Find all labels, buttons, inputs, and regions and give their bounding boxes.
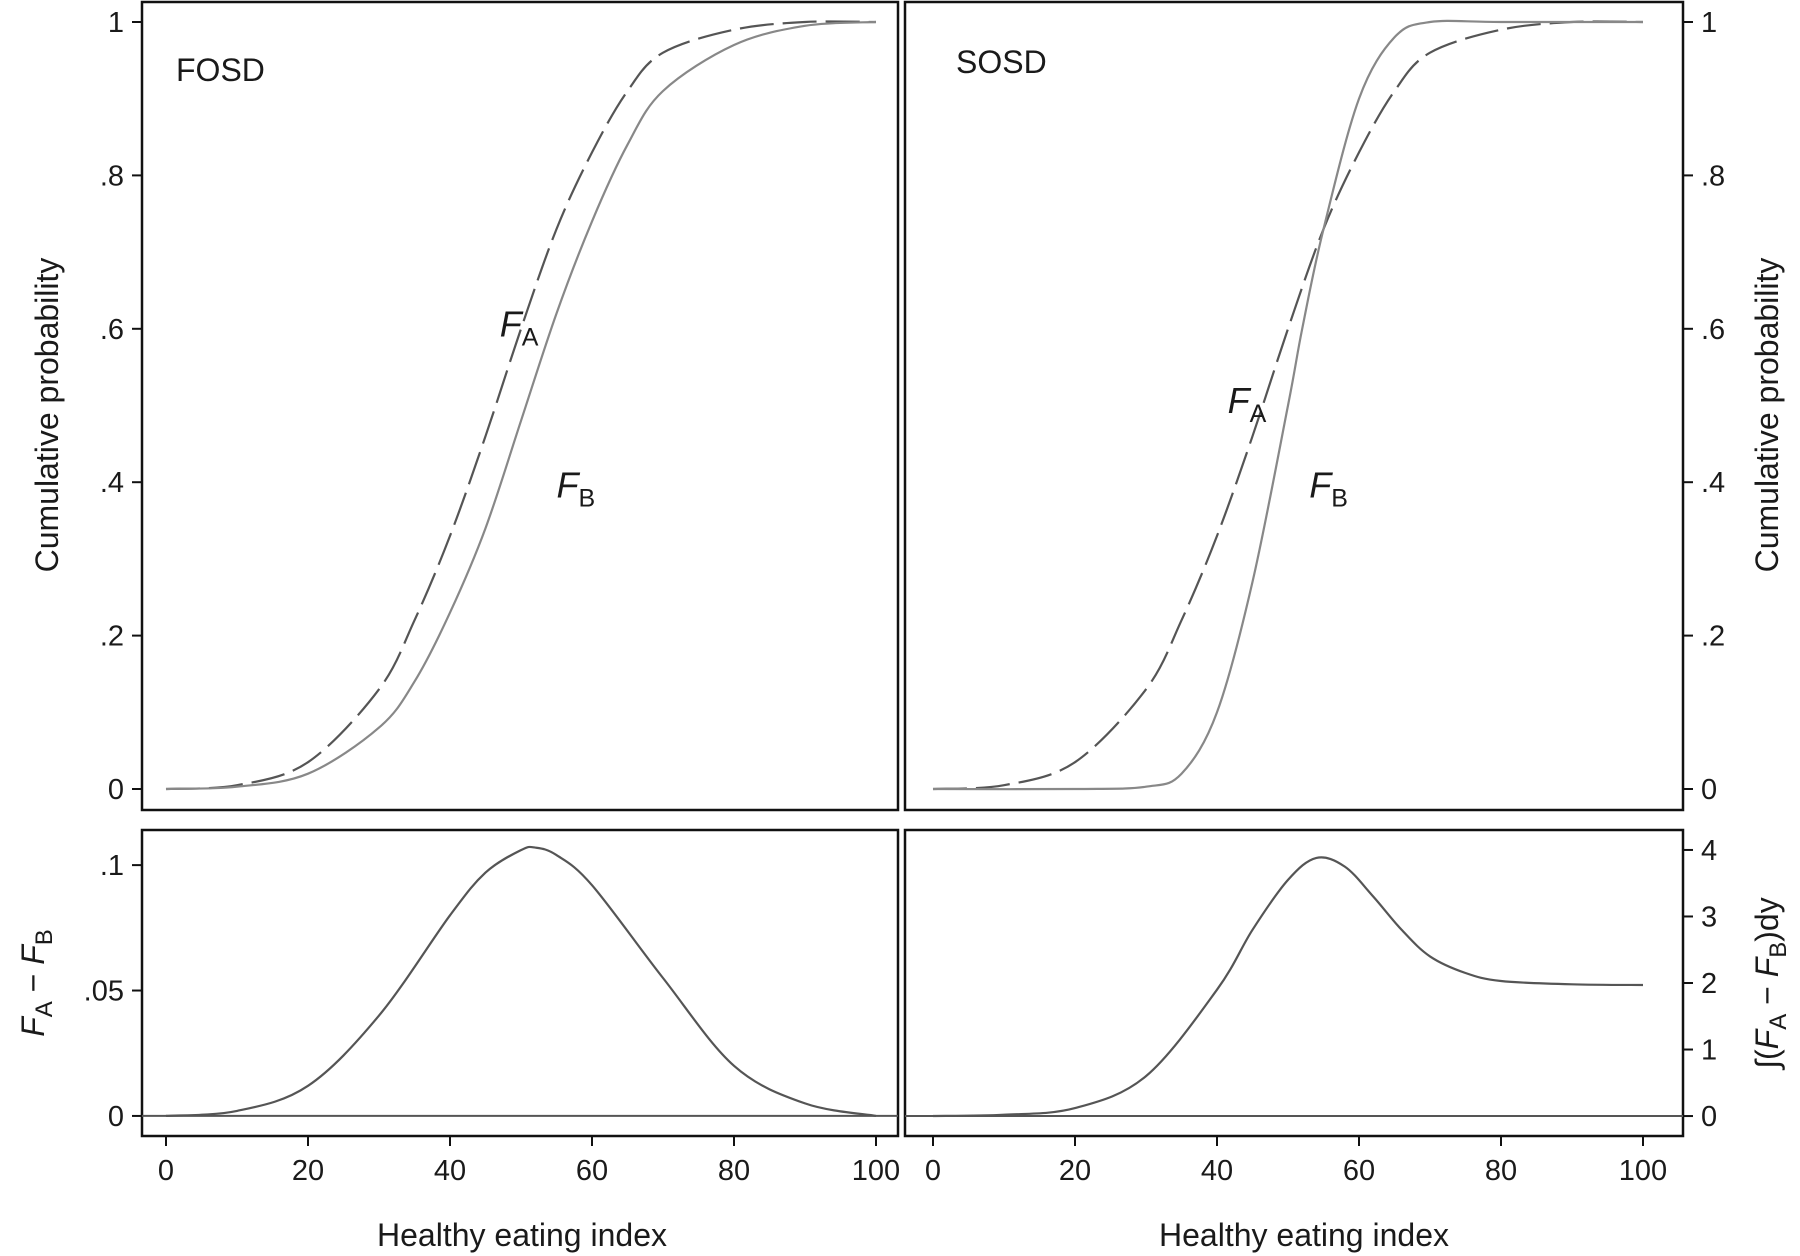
ytick-label-top-right-1: .2 <box>1701 621 1725 653</box>
br-ylabel-sub2: B <box>1765 942 1792 958</box>
ytick-label-top-left-2: .4 <box>100 467 124 499</box>
ytick-label-top-left-0: 0 <box>108 774 124 806</box>
curve-label-top-right-0: FA <box>1228 380 1267 428</box>
bl-ylabel-f1: F <box>15 1015 51 1037</box>
curve-label-sub: A <box>522 323 539 351</box>
curve-label-main: F <box>1309 465 1333 506</box>
xtick-label-bottom-left-3: 60 <box>576 1155 608 1187</box>
curve-label-top-right-1: FB <box>1309 465 1348 513</box>
ytick-label-bottom-left-1: .05 <box>84 976 124 1008</box>
curve-label-sub: A <box>1250 400 1267 428</box>
y-axis-title-bottom-right: ∫(FA − FB)dy <box>1749 897 1792 1070</box>
xtick-label-bottom-left-4: 80 <box>718 1155 750 1187</box>
br-ylabel-minus: − <box>1749 977 1785 1013</box>
br-ylabel-dy: )dy <box>1749 897 1785 941</box>
ytick-label-top-right-5: 1 <box>1701 7 1717 39</box>
xtick-label-bottom-left-1: 20 <box>292 1155 324 1187</box>
series-line-bottom-left-0 <box>165 845 877 1117</box>
xtick-label-bottom-right-5: 100 <box>1619 1155 1667 1187</box>
series-line-top-right-0 <box>932 20 1644 791</box>
curve-label-sub: B <box>1331 485 1348 513</box>
ytick-label-top-left-4: .8 <box>100 160 124 192</box>
ytick-label-top-left-1: .2 <box>100 621 124 653</box>
series-line-top-left-1 <box>165 20 877 791</box>
panel-top-left-frame <box>140 0 900 812</box>
ytick-label-bottom-right-3: 3 <box>1701 901 1717 933</box>
sosd-label: SOSD <box>956 44 1047 80</box>
xtick-label-bottom-right-1: 20 <box>1059 1155 1091 1187</box>
y-axis-title-left: Cumulative probability <box>29 258 65 573</box>
y-axis-title-bottom-left: FA − FB <box>15 929 58 1037</box>
bl-ylabel-sub1: A <box>31 1001 58 1017</box>
ytick-label-bottom-left-0: 0 <box>108 1101 124 1133</box>
bl-ylabel-minus: − <box>15 965 51 1001</box>
xtick-label-bottom-right-4: 80 <box>1485 1155 1517 1187</box>
curve-label-top-left-1: FB <box>557 465 596 513</box>
xtick-label-bottom-right-3: 60 <box>1343 1155 1375 1187</box>
ytick-label-top-right-2: .4 <box>1701 467 1725 499</box>
series-line-top-left-0 <box>165 20 877 791</box>
ytick-label-top-left-3: .6 <box>100 314 124 346</box>
curve-label-main: F <box>1228 380 1252 421</box>
ytick-label-bottom-right-0: 0 <box>1701 1101 1717 1133</box>
ytick-label-bottom-left-2: .1 <box>100 850 124 882</box>
br-ylabel-sub1: A <box>1765 1014 1792 1030</box>
xtick-label-bottom-left-5: 100 <box>852 1155 900 1187</box>
series-line-bottom-right-0 <box>932 856 1644 1118</box>
ytick-label-bottom-right-4: 4 <box>1701 835 1717 867</box>
curve-label-top-left-0: FA <box>500 303 539 351</box>
series-line-top-right-1 <box>932 19 1643 791</box>
bl-ylabel-f2: F <box>15 943 51 965</box>
fosd-label: FOSD <box>176 52 265 88</box>
panel-bottom-left-frame <box>140 828 900 1138</box>
panel-top-right-frame <box>903 0 1685 812</box>
br-ylabel-f2: F <box>1749 955 1785 977</box>
xtick-label-bottom-left-0: 0 <box>158 1155 174 1187</box>
bl-ylabel-sub2: B <box>31 929 58 945</box>
br-ylabel-int: ∫( <box>1749 1049 1785 1071</box>
ytick-label-top-right-0: 0 <box>1701 774 1717 806</box>
xtick-label-bottom-right-2: 40 <box>1201 1155 1233 1187</box>
xtick-label-bottom-left-2: 40 <box>434 1155 466 1187</box>
ytick-label-top-left-5: 1 <box>108 7 124 39</box>
x-axis-title-left: Healthy eating index <box>377 1217 667 1253</box>
xtick-label-bottom-right-0: 0 <box>925 1155 941 1187</box>
ytick-label-top-right-3: .6 <box>1701 314 1725 346</box>
curve-label-main: F <box>557 465 581 506</box>
ytick-label-bottom-right-2: 2 <box>1701 968 1717 1000</box>
x-axis-title-right: Healthy eating index <box>1159 1217 1449 1253</box>
curve-label-main: F <box>500 303 524 344</box>
ytick-label-bottom-right-1: 1 <box>1701 1035 1717 1067</box>
br-ylabel-f1: F <box>1749 1027 1785 1049</box>
curve-label-sub: B <box>579 485 596 513</box>
y-axis-title-right: Cumulative probability <box>1749 258 1785 573</box>
ytick-label-top-right-4: .8 <box>1701 160 1725 192</box>
panel-bottom-right-frame <box>903 828 1685 1138</box>
